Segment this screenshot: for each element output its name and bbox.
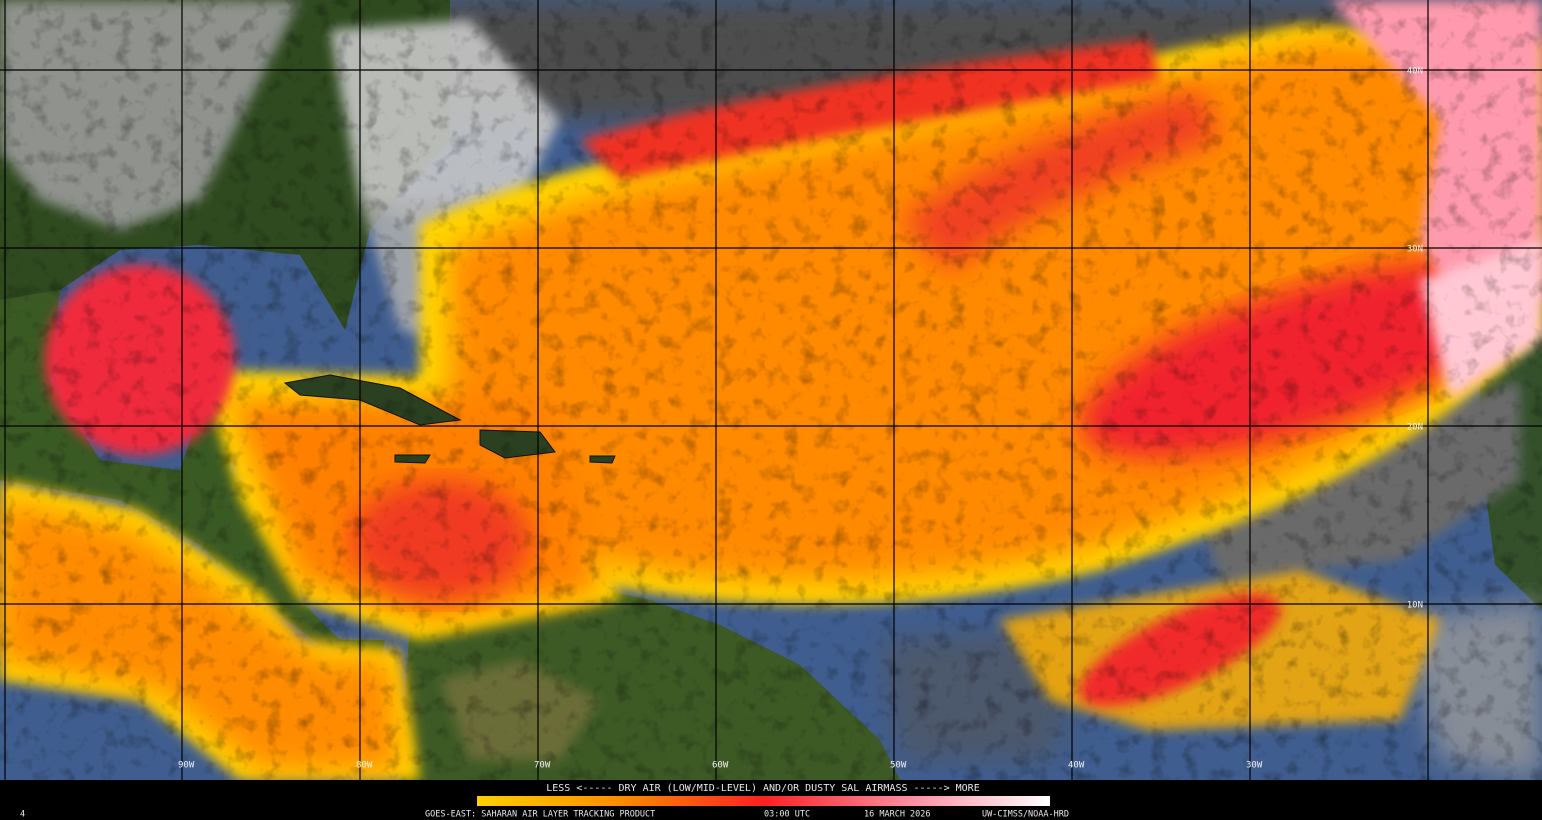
latitude-label: 20N <box>1407 423 1423 433</box>
longitude-label: 80W <box>356 761 373 771</box>
longitude-label: 30W <box>1246 761 1263 771</box>
texture <box>0 0 1542 780</box>
longitude-label: 50W <box>890 761 907 771</box>
longitude-label: 60W <box>712 761 729 771</box>
graticule <box>0 0 1542 780</box>
product-name: GOES-EAST: SAHARAN AIR LAYER TRACKING PR… <box>425 810 655 820</box>
footer: LESS <----- DRY AIR (LOW/MID-LEVEL) AND/… <box>0 780 1542 820</box>
source: UW-CIMSS/NOAA-HRD <box>982 810 1069 820</box>
legend-text: LESS <----- DRY AIR (LOW/MID-LEVEL) AND/… <box>546 783 979 794</box>
date: 16 MARCH 2026 <box>864 810 931 820</box>
frame-number: 4 <box>20 810 25 820</box>
longitude-label: 40W <box>1068 761 1085 771</box>
time: 03:00 UTC <box>764 810 810 820</box>
latitude-label: 10N <box>1407 601 1423 611</box>
imagery <box>0 0 1542 780</box>
latitude-label: 30N <box>1407 245 1423 255</box>
longitude-label: 90W <box>178 761 195 771</box>
longitude-label: 70W <box>534 761 551 771</box>
graticule-labels: 40N 30N 20N 10N 90W 80W 70W 60W 50W 40W … <box>178 67 1423 771</box>
latitude-label: 40N <box>1407 67 1423 77</box>
color-bar <box>477 796 1050 806</box>
